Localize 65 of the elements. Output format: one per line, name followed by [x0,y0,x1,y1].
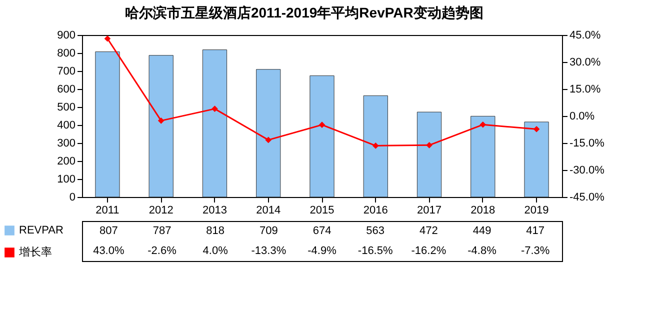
x-tick-label: 2012 [148,204,174,216]
bar [95,51,120,198]
data-label: 818 [206,225,225,237]
point [265,136,272,144]
data-label: -2.6% [148,245,177,257]
x-tick-label: 2015 [310,204,334,216]
y-tick-label: 700 [57,66,76,78]
point [318,122,326,128]
legend-label: REVPAR [19,224,64,236]
data-label: -16.2% [411,245,446,257]
legend-label: 增长率 [18,246,52,258]
y-tick-label: 0 [69,192,76,204]
data-label: 563 [366,225,385,237]
y2-tick-label: -45.0% [570,192,605,204]
bar [470,116,496,198]
data-label: 709 [259,225,278,237]
x-tick-label: 2014 [256,204,281,216]
y2-tick-label: 30.0% [570,56,601,68]
bar [256,69,281,198]
x-tick-label: 2016 [363,204,388,216]
point [426,142,432,148]
bar [524,122,549,198]
y-tick-label: 900 [57,30,76,42]
y-tick-label: 200 [57,156,76,168]
point [104,35,111,42]
data-label: 472 [419,225,438,237]
y-tick-label: 100 [57,174,76,186]
data-label: -13.3% [251,245,286,257]
y-tick-label: 300 [57,138,76,150]
data-label: -16.5% [358,245,393,257]
data-label: 787 [152,225,172,237]
data-label: 4.0% [202,245,228,257]
bar [363,95,388,198]
data-label: -4.8% [468,245,497,257]
data-label: -7.3% [520,245,550,257]
chart-title: 哈尔滨市五星级酒店2011-2019年平均RevPAR变动趋势图 [124,4,484,20]
bar [416,112,442,198]
point [480,121,486,128]
y2-tick-label: -15.0% [570,138,605,150]
y2-tick-label: 15.0% [570,84,601,96]
data-label: 417 [526,225,545,237]
bar [310,75,334,198]
y-tick-label: 600 [57,84,76,96]
data-label: 43.0% [93,245,124,257]
y2-tick-label: 45.0% [570,30,601,42]
point [533,126,540,132]
point [158,118,164,124]
bar [202,50,228,198]
y2-tick-label: -30.0% [570,164,605,176]
y2-tick-label: 0.0% [570,110,595,122]
y-tick-label: 500 [57,102,76,114]
y-tick-label: 800 [57,48,76,60]
x-tick-label: 2013 [202,204,227,216]
point [212,106,218,112]
x-tick-label: 2019 [524,204,549,216]
x-tick-label: 2017 [417,204,442,216]
point [372,142,379,149]
data-label: 807 [99,225,118,237]
x-tick-label: 2018 [470,204,496,216]
data-label: 449 [472,225,492,237]
x-tick-label: 2011 [96,204,120,216]
data-label: 674 [312,225,332,237]
y-tick-label: 400 [57,120,76,132]
data-label: -4.9% [308,245,337,257]
bar [148,55,174,198]
